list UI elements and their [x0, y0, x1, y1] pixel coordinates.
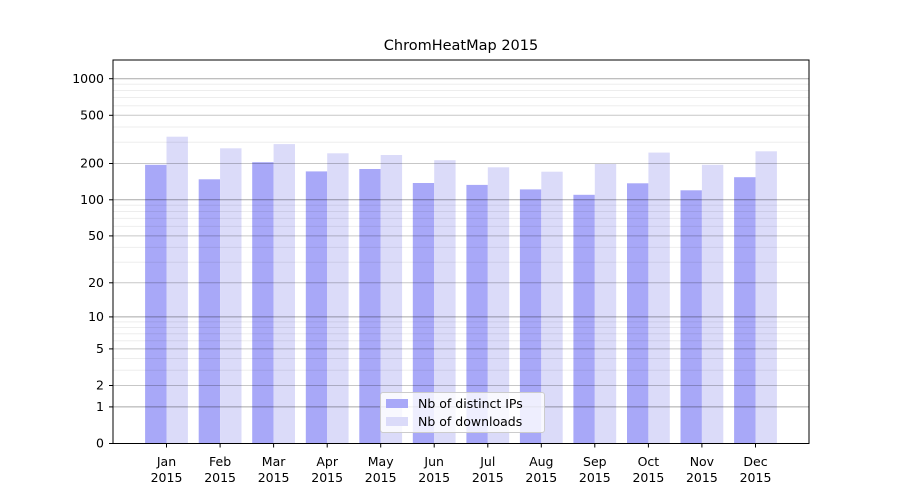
bar-ips-oct — [627, 183, 649, 444]
x-tick-label-month: Jan — [156, 454, 176, 469]
bar-ips-jul — [466, 184, 488, 444]
x-tick-label-year: 2015 — [418, 470, 450, 485]
y-tick-label: 2 — [96, 378, 104, 393]
legend-swatch-distinct-ips — [386, 399, 408, 408]
x-tick-label-year: 2015 — [365, 470, 397, 485]
y-tick-label: 20 — [88, 275, 104, 290]
bar-downloads-mar — [273, 144, 295, 444]
bar-ips-nov — [680, 190, 702, 444]
chart-title: ChromHeatMap 2015 — [383, 38, 539, 54]
x-tick-label-year: 2015 — [686, 470, 718, 485]
x-tick-label-year: 2015 — [472, 470, 504, 485]
legend-label-distinct-ips: Nb of distinct IPs — [418, 396, 523, 411]
x-tick-label-month: Oct — [638, 454, 660, 469]
x-tick-label-year: 2015 — [525, 470, 557, 485]
plot-frame — [112, 59, 810, 444]
bar-ips-sep — [573, 194, 595, 444]
bar-downloads-oct — [648, 152, 670, 444]
x-tick-label-month: May — [368, 454, 394, 469]
bar-downloads-dec — [755, 151, 777, 444]
bar-ips-jan — [145, 164, 167, 444]
y-tick-label: 1 — [96, 399, 104, 414]
bar-ips-mar — [252, 162, 274, 444]
bar-downloads-feb — [220, 148, 242, 444]
x-tick-label-year: 2015 — [204, 470, 236, 485]
bar-downloads-jun — [434, 160, 456, 444]
x-tick-label-month: Nov — [690, 454, 715, 469]
y-tick-label: 0 — [96, 436, 104, 451]
legend-label-downloads: Nb of downloads — [418, 414, 523, 429]
bar-ips-aug — [519, 189, 542, 444]
bar-ips-apr — [305, 171, 328, 444]
legend-item-downloads: Nb of downloads — [386, 414, 544, 429]
legend: Nb of distinct IPs Nb of downloads — [380, 392, 545, 433]
bar-downloads-sep — [594, 164, 617, 444]
y-tick-label: 200 — [80, 156, 104, 171]
legend-item-distinct-ips: Nb of distinct IPs — [386, 396, 544, 411]
bar-ips-jun — [412, 183, 435, 444]
x-tick-label-year: 2015 — [258, 470, 290, 485]
bar-downloads-apr — [327, 153, 349, 444]
x-tick-label-year: 2015 — [632, 470, 664, 485]
x-tick-label-month: Jul — [479, 454, 495, 469]
bar-downloads-jul — [487, 167, 510, 444]
y-tick-label: 50 — [88, 228, 104, 243]
x-tick-label-month: Aug — [529, 454, 553, 469]
bar-ips-dec — [734, 177, 756, 444]
x-tick-label-month: Apr — [316, 454, 338, 469]
legend-swatch-downloads — [386, 417, 408, 426]
x-tick-label-month: Sep — [583, 454, 607, 469]
bar-ips-feb — [198, 179, 221, 444]
bar-downloads-nov — [701, 164, 724, 444]
x-tick-label-month: Feb — [209, 454, 231, 469]
bar-downloads-may — [380, 155, 403, 444]
y-tick-label: 1000 — [72, 71, 104, 86]
y-tick-label: 100 — [80, 192, 104, 207]
bar-ips-may — [359, 169, 381, 444]
y-tick-label: 10 — [88, 309, 104, 324]
x-tick-label-month: Dec — [743, 454, 767, 469]
x-tick-label-month: Jun — [423, 454, 444, 469]
x-tick-label-year: 2015 — [151, 470, 183, 485]
x-tick-label-year: 2015 — [311, 470, 343, 485]
bar-downloads-jan — [166, 136, 188, 444]
x-tick-label-year: 2015 — [740, 470, 772, 485]
y-tick-label: 500 — [80, 108, 104, 123]
x-tick-label-year: 2015 — [579, 470, 611, 485]
bar-downloads-aug — [541, 171, 563, 444]
x-tick-label-month: Mar — [262, 454, 286, 469]
y-tick-label: 5 — [96, 341, 104, 356]
